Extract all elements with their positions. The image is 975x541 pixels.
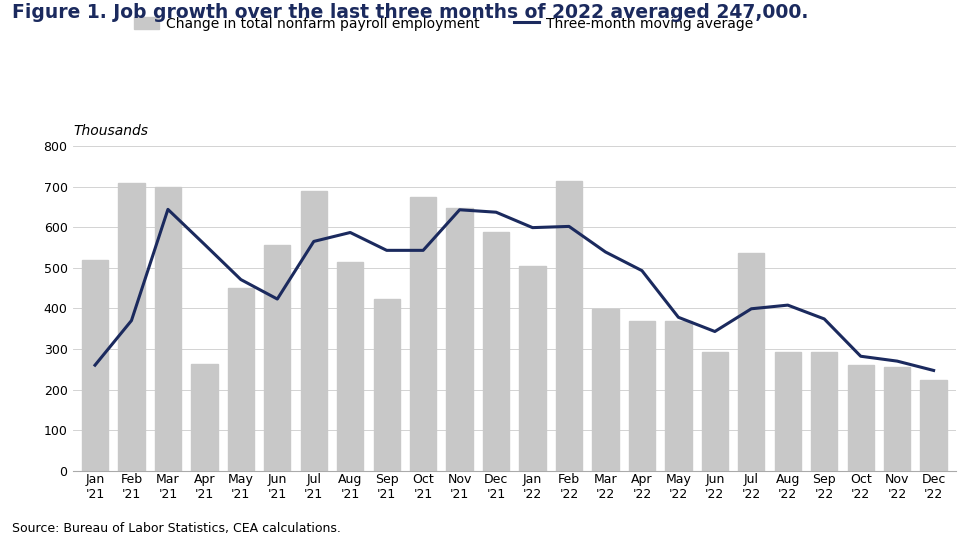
Bar: [337, 262, 364, 471]
Legend: Change in total nonfarm payroll employment, Three-month moving average: Change in total nonfarm payroll employme…: [134, 17, 754, 31]
Text: Source: Bureau of Labor Statistics, CEA calculations.: Source: Bureau of Labor Statistics, CEA …: [12, 522, 340, 535]
Bar: [520, 266, 546, 471]
Bar: [191, 364, 217, 471]
Bar: [884, 367, 911, 471]
Bar: [665, 321, 691, 471]
Bar: [738, 253, 764, 471]
Bar: [447, 208, 473, 471]
Bar: [811, 352, 838, 471]
Bar: [155, 187, 181, 471]
Bar: [775, 352, 800, 471]
Bar: [410, 197, 436, 471]
Bar: [483, 232, 509, 471]
Bar: [629, 321, 655, 471]
Text: Thousands: Thousands: [73, 124, 148, 138]
Bar: [920, 380, 947, 471]
Bar: [300, 191, 327, 471]
Bar: [264, 246, 291, 471]
Bar: [702, 352, 728, 471]
Bar: [556, 181, 582, 471]
Bar: [373, 299, 400, 471]
Bar: [847, 365, 874, 471]
Bar: [593, 309, 618, 471]
Bar: [82, 260, 108, 471]
Bar: [228, 288, 254, 471]
Bar: [118, 182, 144, 471]
Text: Figure 1. Job growth over the last three months of 2022 averaged 247,000.: Figure 1. Job growth over the last three…: [12, 3, 808, 22]
